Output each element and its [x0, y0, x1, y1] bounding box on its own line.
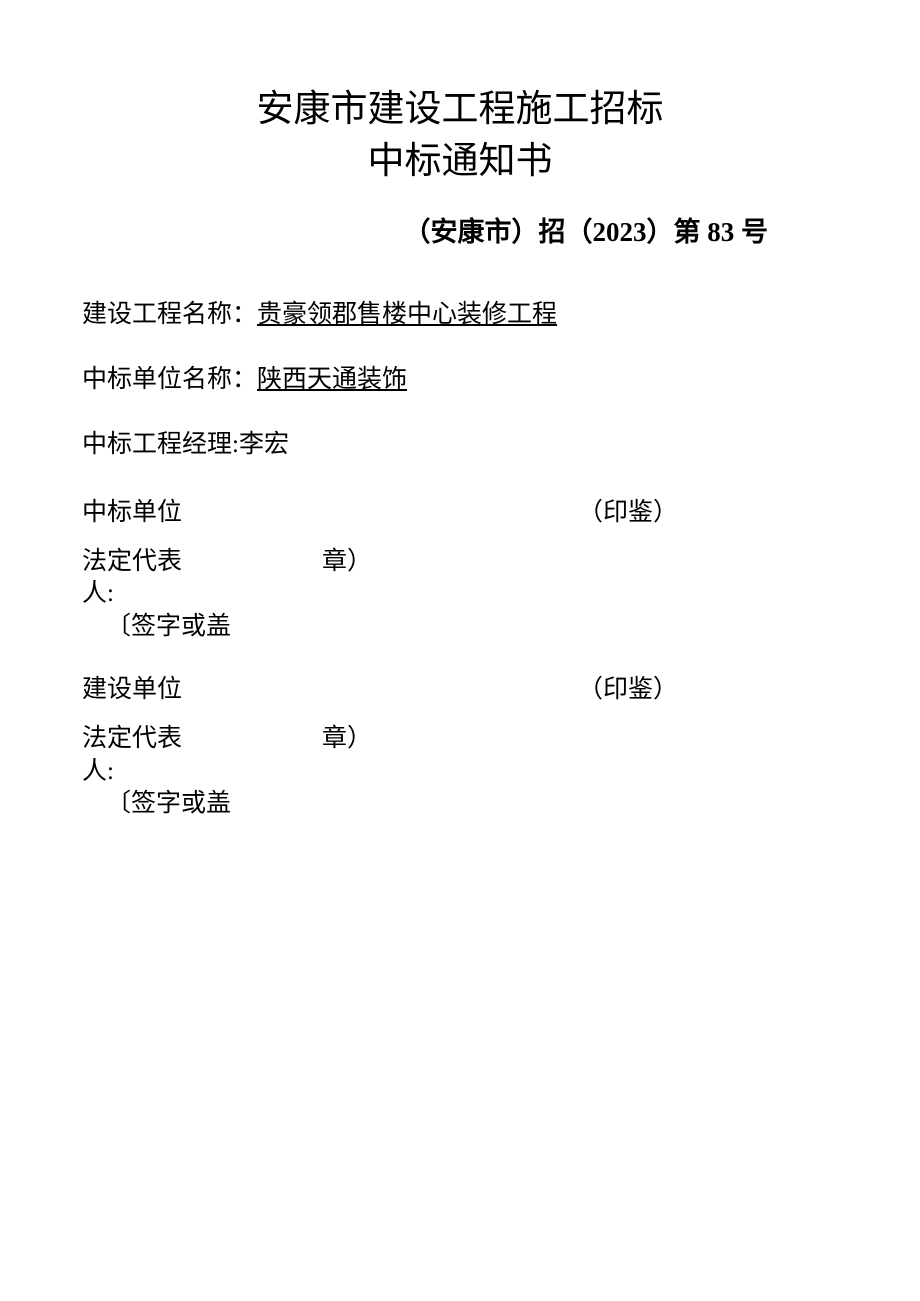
seal-label-2: （印鉴） [578, 669, 678, 705]
winner-name-field: 中标单位名称：陕西天通装饰 [82, 362, 838, 397]
winning-unit-label: 中标单位 [82, 492, 182, 528]
manager-value: 李宏 [239, 431, 289, 458]
construction-rep-row: 法定代表人: 章） 〔签字或盖 [82, 723, 838, 821]
project-name-value: 贵豪领郡售楼中心装修工程 [257, 301, 557, 328]
winning-rep-row: 法定代表人: 章） 〔签字或盖 [82, 546, 838, 644]
manager-label: 中标工程经理: [82, 431, 239, 458]
sign-or-seal-2: 〔签字或盖 [82, 788, 838, 821]
manager-field: 中标工程经理:李宏 [82, 427, 838, 462]
construction-unit-row: 建设单位 （印鉴） [82, 669, 838, 705]
sign-or-seal-1: 〔签字或盖 [82, 611, 838, 644]
title-line1: 安康市建设工程施工招标 [82, 84, 838, 136]
construction-unit-label: 建设单位 [82, 669, 182, 705]
document-page: 安康市建设工程施工招标 中标通知书 （安康市）招（2023）第 83 号 建设工… [0, 0, 920, 821]
seal-label-1: （印鉴） [578, 492, 678, 528]
zhang-1: 章） [322, 546, 372, 579]
zhang-2: 章） [322, 723, 372, 756]
project-name-field: 建设工程名称：贵豪领郡售楼中心装修工程 [82, 297, 838, 332]
winning-unit-row: 中标单位 （印鉴） [82, 492, 838, 528]
document-number: （安康市）招（2023）第 83 号 [82, 210, 838, 249]
legal-rep-label-1: 法定代表人: [82, 546, 212, 611]
winner-name-value: 陕西天通装饰 [257, 366, 407, 393]
winner-name-label: 中标单位名称： [82, 366, 257, 393]
title-line2: 中标通知书 [82, 136, 838, 188]
legal-rep-label-2: 法定代表人: [82, 723, 212, 788]
project-name-label: 建设工程名称： [82, 301, 257, 328]
